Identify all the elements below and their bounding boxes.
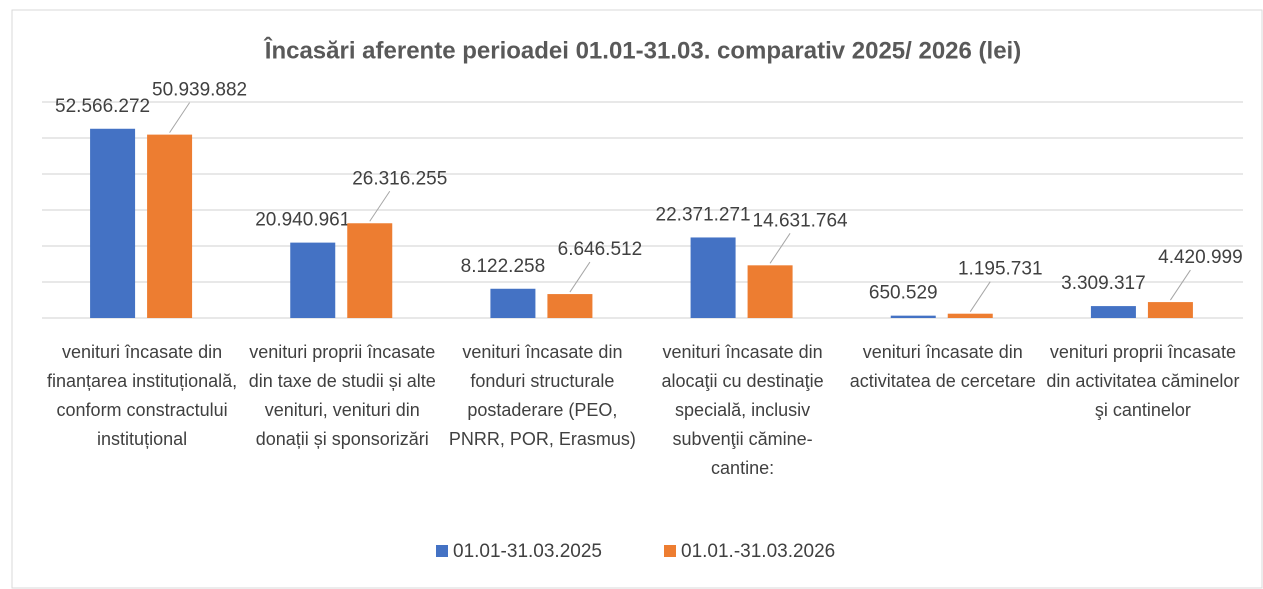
data-label: 52.566.272 [55,96,150,117]
bar [147,134,193,318]
data-label: 14.631.764 [753,210,849,231]
data-label: 20.940.961 [255,210,350,231]
x-tick-label: venituri proprii încasate din taxe de st… [248,342,436,449]
x-tick-label: venituri încasate din finanțarea institu… [47,342,238,449]
bar [747,265,793,318]
leader-line [969,281,991,312]
legend-label: 01.01.-31.03.2026 [681,541,835,562]
bar [90,128,136,318]
x-tick-label: venituri încasate din alocaţii cu destin… [661,342,824,478]
data-label: 22.371.271 [656,204,751,225]
chart-border [11,9,1263,589]
bar [547,294,593,318]
bar [1147,302,1193,318]
x-tick-label: venituri proprii încasate din activitate… [1046,342,1240,420]
bar [890,315,936,318]
data-label: 8.122.258 [461,256,546,277]
leader-line [1170,269,1191,301]
data-label: 650.529 [869,283,938,304]
bar [1090,306,1136,318]
bar [690,237,736,318]
data-label: 1.195.731 [958,259,1043,280]
bar [290,242,336,318]
leader-line [169,102,190,133]
data-label: 6.646.512 [558,239,643,260]
data-label: 26.316.255 [352,168,447,189]
leader-line [769,233,791,264]
chart-title: Încasări aferente perioadei 01.01-31.03.… [264,36,1021,64]
legend-swatch [436,545,448,557]
x-tick-label: venituri încasate din activitatea de cer… [849,342,1036,391]
x-tick-label: venituri încasate din fonduri structural… [448,342,636,449]
data-label: 3.309.317 [1061,273,1146,294]
bar [347,223,393,318]
legend-swatch [664,545,676,557]
leader-line [369,190,391,222]
data-label: 4.420.999 [1158,247,1243,268]
leader-line [569,261,591,293]
legend-label: 01.01-31.03.2025 [453,541,602,562]
bar [947,313,993,318]
bar [490,288,536,318]
data-label: 50.939.882 [152,80,247,101]
